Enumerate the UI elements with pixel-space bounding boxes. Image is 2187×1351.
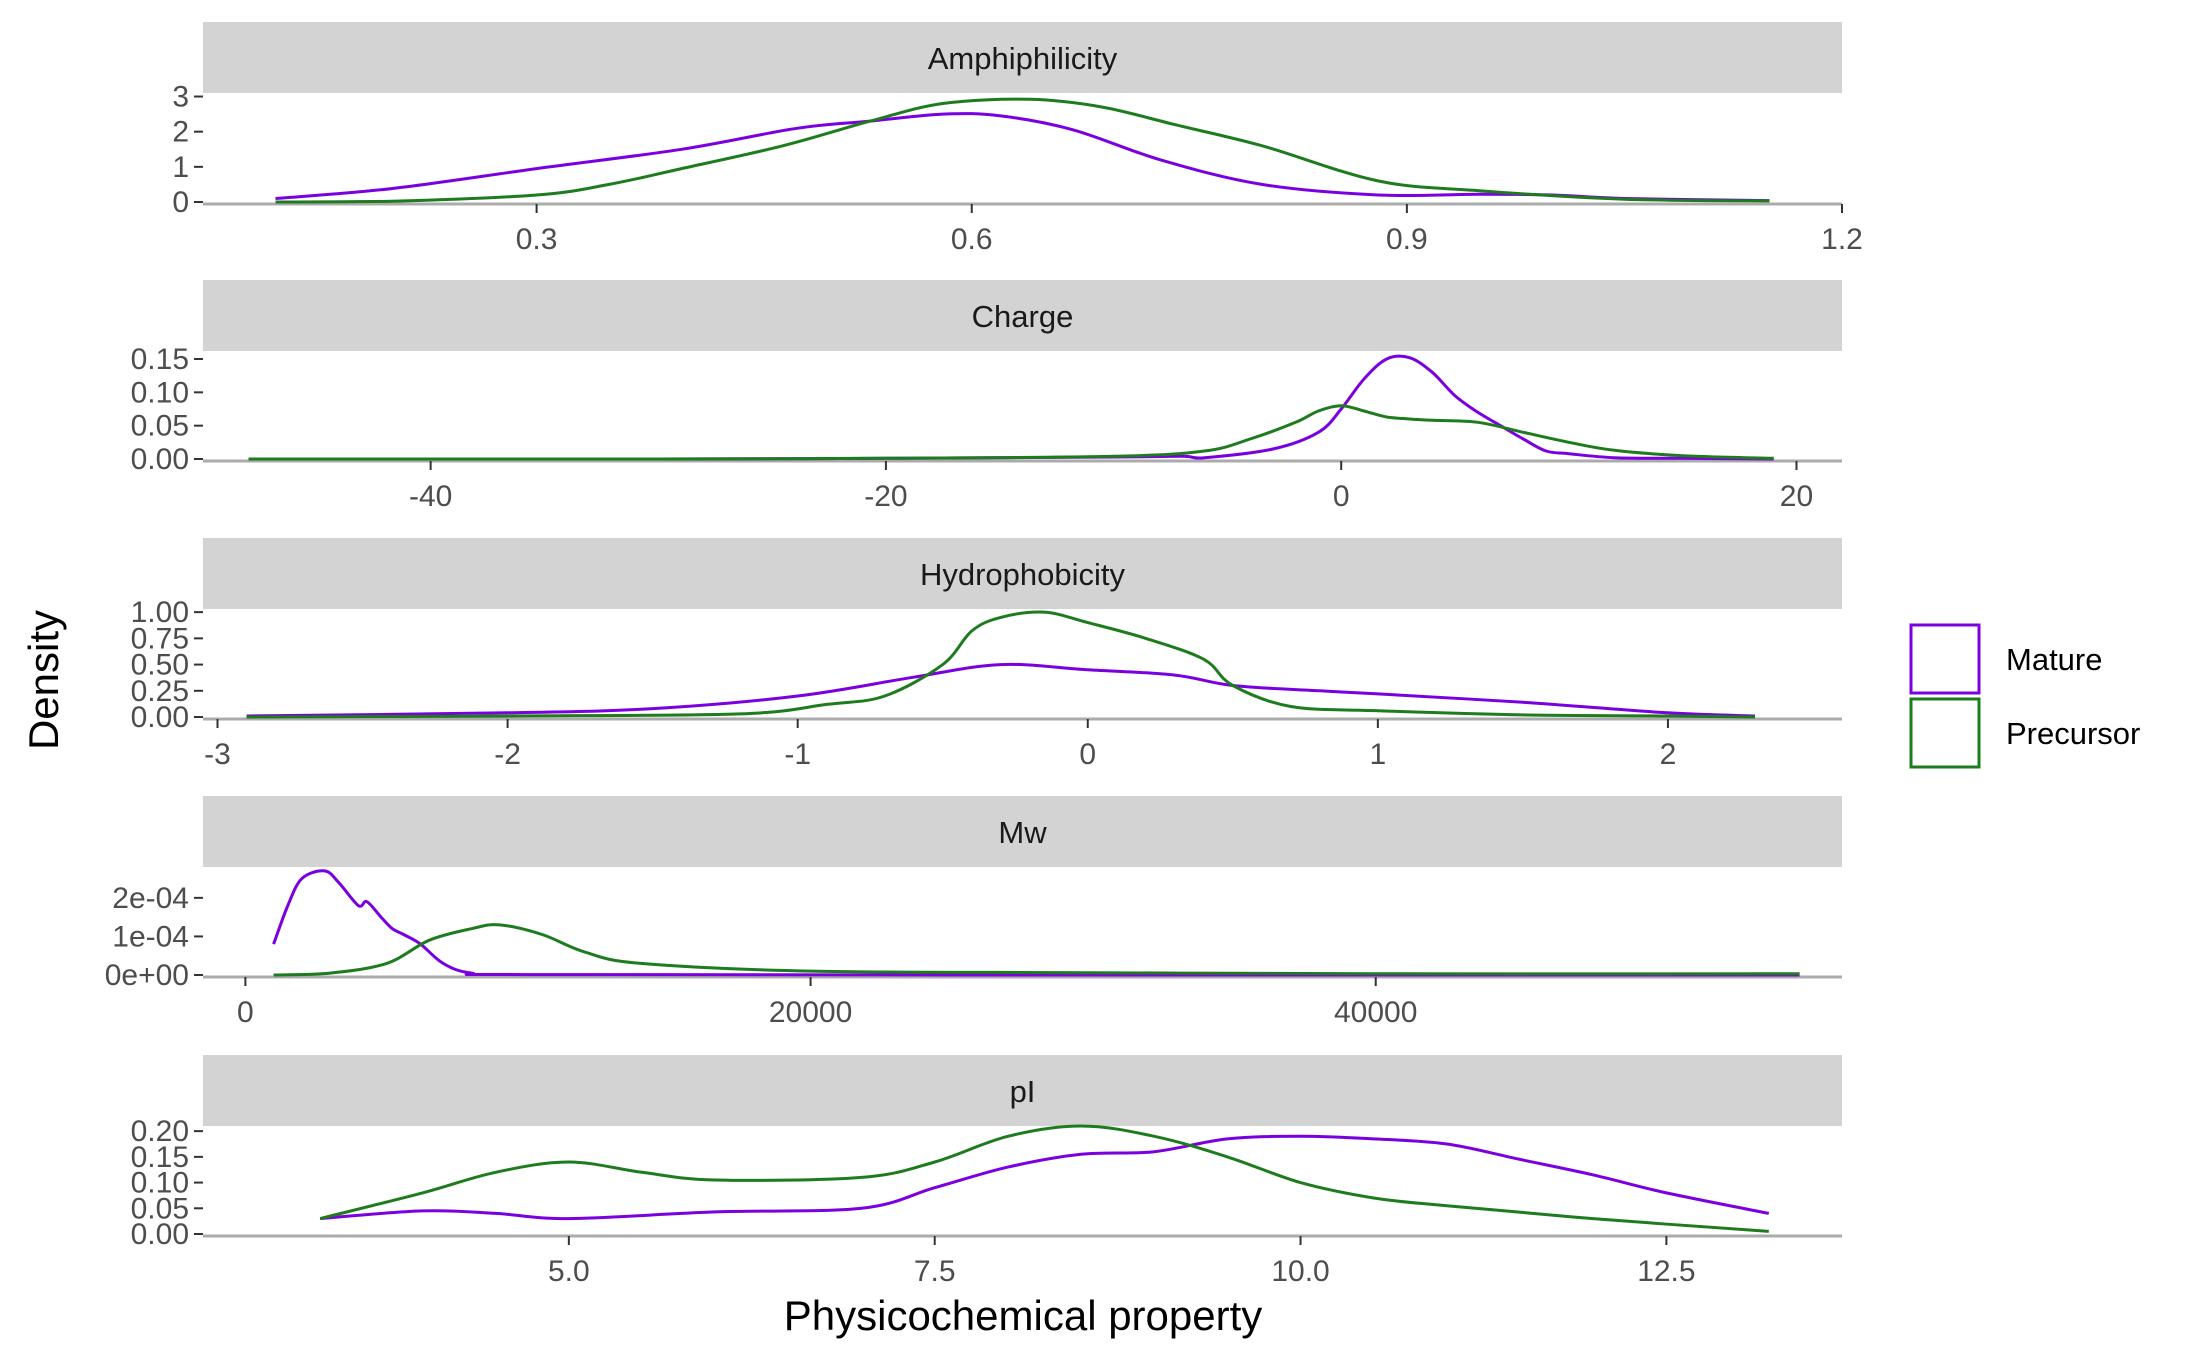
strip-label-pi: pI	[1010, 1074, 1036, 1109]
y-tick-label-charge: 0.10	[131, 376, 189, 409]
series-line-mature-hydrophobicity	[246, 662, 1756, 718]
x-tick-label-amphiphilicity: 0.6	[951, 223, 993, 256]
x-tick-label-mw: 20000	[769, 996, 852, 1029]
x-tick-label-hydrophobicity: -1	[784, 738, 811, 771]
y-tick-label-pi: 0.15	[131, 1141, 189, 1174]
x-tick-label-pi: 7.5	[914, 1255, 956, 1288]
strip-mw	[203, 796, 1842, 867]
strip-label-mw: Mw	[998, 815, 1047, 850]
legend: Mature Precursor	[1909, 623, 2140, 769]
x-tick-label-mw: 0	[237, 996, 254, 1029]
y-tick-label-pi: 0.05	[131, 1192, 189, 1225]
y-tick-label-charge: 0.15	[131, 343, 189, 376]
x-tick-label-amphiphilicity: 0.9	[1386, 223, 1428, 256]
legend-label-mature: Mature	[2006, 642, 2102, 677]
x-tick-label-charge: -40	[409, 480, 452, 513]
series-line-precursor-mw	[273, 923, 1800, 977]
series-line-mature-pi	[319, 1134, 1770, 1221]
y-tick-label-hydrophobicity: 0.75	[131, 622, 189, 655]
y-tick-label-amphiphilicity: 2	[172, 116, 189, 149]
x-tick-label-pi: 5.0	[548, 1255, 590, 1288]
x-tick-label-charge: 0	[1333, 480, 1350, 513]
x-tick-label-hydrophobicity: -3	[204, 738, 231, 771]
y-tick-label-mw: 0e+00	[105, 959, 189, 992]
y-tick-label-amphiphilicity: 1	[172, 151, 189, 184]
strip-charge	[203, 280, 1842, 351]
strip-amphiphilicity	[203, 22, 1842, 93]
y-tick-label-amphiphilicity: 3	[172, 81, 189, 114]
y-tick-label-mw: 1e-04	[112, 920, 189, 953]
series-line-mature-mw	[272, 869, 1800, 977]
x-tick-label-pi: 12.5	[1637, 1255, 1695, 1288]
y-tick-label-hydrophobicity: 0.00	[131, 701, 189, 734]
x-tick-label-pi: 10.0	[1271, 1255, 1329, 1288]
y-axis-title: Density	[20, 610, 67, 750]
strip-hydrophobicity	[203, 538, 1842, 609]
series-line-precursor-amphiphilicity	[275, 97, 1770, 204]
y-tick-label-pi: 0.20	[131, 1115, 189, 1148]
x-tick-label-hydrophobicity: 1	[1370, 738, 1387, 771]
y-tick-label-hydrophobicity: 1.00	[131, 596, 189, 629]
strip-pi	[203, 1055, 1842, 1126]
y-tick-label-charge: 0.05	[131, 410, 189, 443]
panel-pi: pI 0.000.050.100.150.20 5.0 7.5 10.0 12.5	[131, 1055, 1842, 1288]
legend-label-precursor: Precursor	[2006, 716, 2140, 751]
series-line-mature-charge	[248, 354, 1774, 461]
series-line-precursor-pi	[319, 1124, 1769, 1233]
strip-label-charge: Charge	[972, 299, 1074, 334]
x-tick-label-hydrophobicity: 0	[1079, 738, 1096, 771]
x-tick-label-mw: 40000	[1334, 996, 1417, 1029]
y-tick-label-charge: 0.00	[131, 443, 189, 476]
x-tick-label-hydrophobicity: -2	[494, 738, 521, 771]
y-tick-label-hydrophobicity: 0.25	[131, 675, 189, 708]
x-tick-label-amphiphilicity: 0.3	[516, 223, 558, 256]
legend-key-mature	[1909, 623, 1981, 695]
y-tick-label-amphiphilicity: 0	[172, 186, 189, 219]
strip-label-hydrophobicity: Hydrophobicity	[920, 557, 1126, 592]
y-tick-label-pi: 0.00	[131, 1218, 189, 1251]
x-tick-label-amphiphilicity: 1.2	[1821, 223, 1863, 256]
y-tick-label-hydrophobicity: 0.50	[131, 649, 189, 682]
series-line-mature-amphiphilicity	[275, 112, 1770, 203]
panel-mw: Mw 0e+00 1e-04 2e-04 0 20000 40000	[105, 796, 1842, 1029]
x-tick-label-hydrophobicity: 2	[1660, 738, 1677, 771]
y-tick-label-pi: 0.10	[131, 1167, 189, 1200]
legend-key-precursor	[1909, 697, 1981, 769]
panel-hydrophobicity: Hydrophobicity 0.000.250.500.751.00 -3 -2 -1…	[131, 538, 1842, 771]
series-line-precursor-charge	[248, 404, 1774, 461]
y-tick-label-mw: 2e-04	[112, 882, 189, 915]
x-tick-label-charge: 20	[1780, 480, 1813, 513]
strip-label-amphiphilicity: Amphiphilicity	[928, 41, 1118, 76]
x-axis-title: Physicochemical property	[784, 1292, 1263, 1339]
x-tick-label-charge: -20	[864, 480, 907, 513]
panel-charge: Charge 0.000.050.100.15 -40 -20 0 20	[131, 280, 1842, 513]
series-line-precursor-hydrophobicity	[246, 610, 1756, 719]
